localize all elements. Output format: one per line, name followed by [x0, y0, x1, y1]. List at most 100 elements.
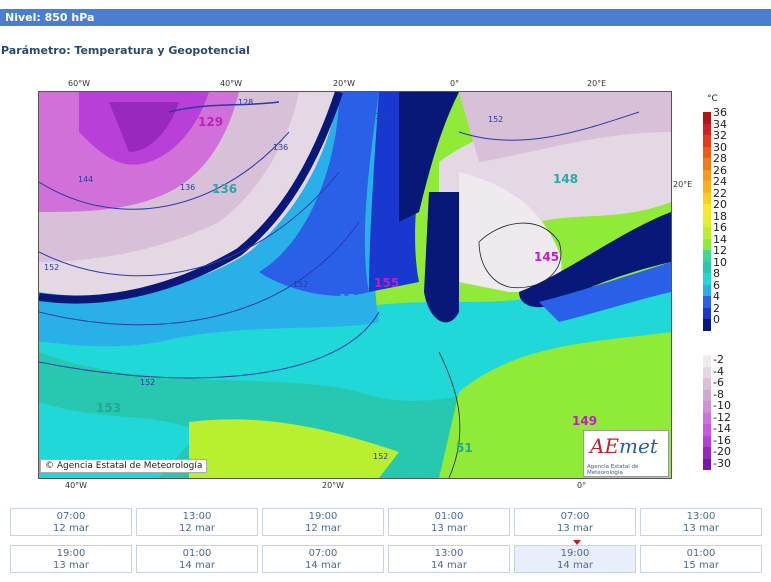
logo-letters: AE: [590, 434, 620, 458]
time-label: 07:00: [560, 511, 590, 522]
legend-label: -6: [713, 376, 724, 389]
axis-label-top: 20°E: [587, 79, 607, 88]
active-marker-icon: [573, 540, 581, 545]
legend-swatch: [703, 192, 711, 204]
date-label: 15 mar: [683, 560, 719, 571]
legend-swatch: [703, 123, 711, 135]
time-step-button[interactable]: 19:00 14 mar: [514, 540, 636, 573]
contour-label: 152: [375, 112, 391, 121]
legend-swatch: [703, 215, 711, 227]
legend-label: 16: [713, 221, 727, 234]
aemet-logo: AEmet Agencia Estatal de Meteorología: [583, 430, 669, 477]
time-step-button[interactable]: 19:00 13 mar: [10, 545, 132, 573]
axis-label-right: 20°E: [673, 180, 693, 189]
contour-label: 152: [373, 452, 389, 461]
legend-label: -30: [713, 456, 731, 470]
legend-swatch: [703, 146, 711, 158]
legend-swatch: [703, 412, 711, 424]
time-label: 13:00: [182, 511, 212, 522]
level-header: Nivel: 850 hPa: [0, 9, 771, 26]
legend-swatch: [703, 296, 711, 308]
date-label: 12 mar: [179, 523, 215, 534]
legend-swatch: [703, 447, 711, 459]
time-step-button[interactable]: 13:00 12 mar: [136, 508, 258, 536]
legend-swatch: [703, 458, 711, 470]
legend-label: 18: [713, 209, 727, 223]
legend-swatch: [703, 238, 711, 250]
contour-label: 144: [78, 175, 94, 184]
axis-label-top: 20°W: [333, 79, 356, 88]
legend-swatch: [703, 424, 711, 436]
time-step-button[interactable]: 01:00 15 mar: [640, 545, 762, 573]
legend-swatch: [703, 284, 711, 296]
legend-swatch: [703, 135, 711, 147]
pressure-label: 129: [198, 115, 224, 129]
time-step-button[interactable]: 13:00 13 mar: [640, 508, 762, 536]
time-step-button[interactable]: 19:00 12 mar: [262, 508, 384, 536]
date-label: 14 mar: [305, 560, 341, 571]
legend-label: 4: [713, 290, 720, 303]
legend-label: -10: [713, 399, 731, 412]
contour-label: 136: [180, 183, 196, 192]
pressure-label: 51: [456, 441, 473, 455]
time-step-button[interactable]: 01:00 14 mar: [136, 545, 258, 573]
copyright-notice: © Agencia Estatal de Meteorología: [40, 459, 208, 473]
legend-swatch: [703, 261, 711, 273]
logo-mark: AEmet: [590, 434, 658, 458]
legend-swatch: [703, 158, 711, 170]
time-label: 13:00: [686, 511, 716, 522]
date-label: 12 mar: [305, 523, 341, 534]
legend-label: 14: [713, 232, 727, 246]
pressure-label: 145: [534, 250, 560, 264]
legend-label: 12: [713, 244, 727, 257]
axis-label-top: 0°: [450, 79, 460, 88]
time-step-button[interactable]: 07:00 12 mar: [10, 508, 132, 536]
date-label: 13 mar: [53, 560, 89, 571]
pressure-label: 149: [572, 414, 598, 428]
contour-label: 152: [488, 115, 504, 124]
time-step-button[interactable]: 07:00 14 mar: [262, 545, 384, 573]
time-step-button[interactable]: 13:00 14 mar: [388, 545, 510, 573]
logo-text: met: [619, 434, 658, 458]
date-label: 12 mar: [53, 523, 89, 534]
legend-label: -2: [713, 353, 724, 366]
pressure-label: 153: [96, 401, 122, 415]
time-step-button[interactable]: 07:00 13 mar: [514, 508, 636, 536]
axis-label-bottom: 40°W: [65, 481, 88, 490]
weather-map[interactable]: [38, 91, 672, 479]
legend-label: -8: [713, 387, 724, 401]
time-label: 13:00: [434, 548, 464, 559]
legend-swatch: [703, 319, 711, 331]
contour-label: 152: [293, 280, 309, 289]
date-label: 14 mar: [557, 560, 593, 571]
legend-swatch: [703, 169, 711, 181]
legend-swatch: [703, 181, 711, 193]
pressure-label: 156: [339, 292, 365, 306]
axis-label-bottom: 20°W: [322, 481, 345, 490]
date-label: 14 mar: [179, 560, 215, 571]
legend-label: 28: [713, 152, 727, 165]
legend-swatch: [703, 227, 711, 239]
legend-label: 8: [713, 267, 720, 280]
contour-label: 152: [44, 263, 60, 272]
axis-label-top: 60°W: [68, 79, 91, 88]
legend-label: 30: [713, 140, 727, 154]
map-canvas: [39, 92, 671, 478]
time-label: 01:00: [434, 511, 464, 522]
legend-label: 2: [713, 301, 720, 315]
legend-label: -20: [713, 445, 731, 458]
date-label: 13 mar: [557, 523, 593, 534]
date-label: 13 mar: [431, 523, 467, 534]
legend-label: 10: [713, 255, 727, 269]
time-label: 19:00: [560, 548, 590, 559]
legend-label: 32: [713, 129, 727, 142]
legend-label: 34: [713, 117, 727, 131]
time-label: 19:00: [308, 511, 338, 522]
time-step-button[interactable]: 01:00 13 mar: [388, 508, 510, 536]
legend-swatch: [703, 273, 711, 285]
axis-label-top: 40°W: [220, 79, 243, 88]
legend-swatch: [703, 355, 711, 367]
legend-label: 0: [713, 313, 720, 326]
legend-swatch: [703, 112, 711, 124]
contour-label: 136: [273, 143, 289, 152]
